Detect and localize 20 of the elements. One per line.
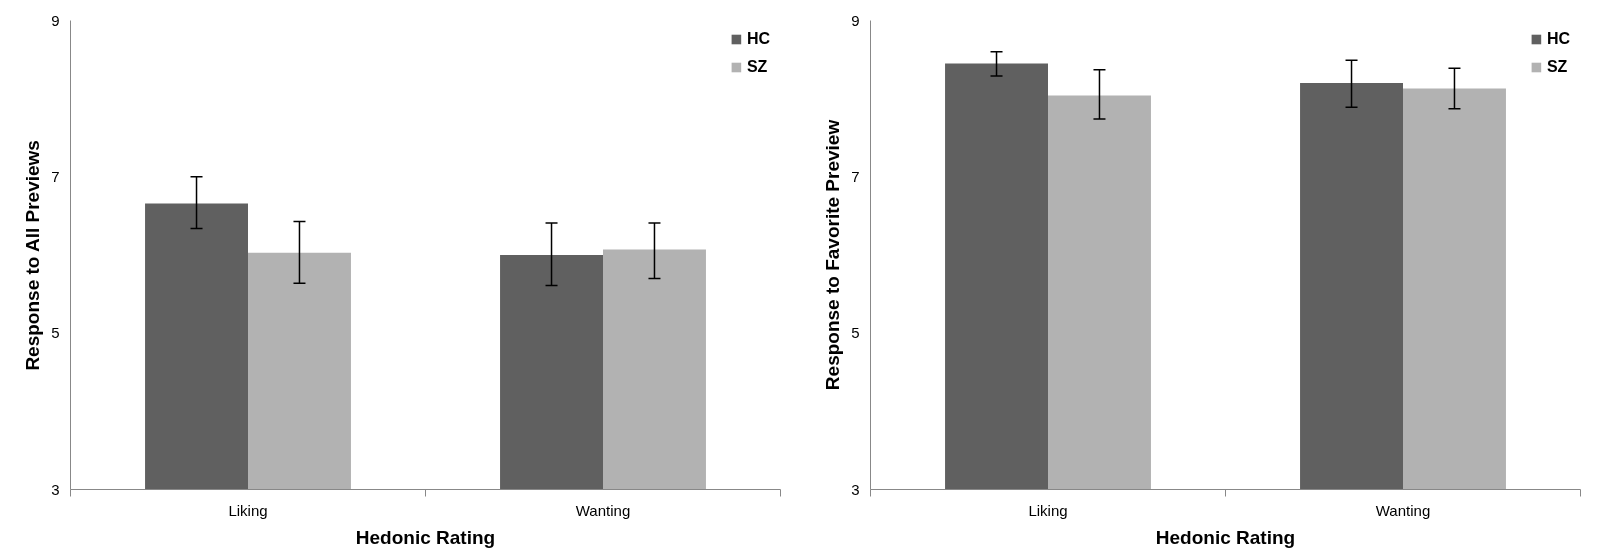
legend-label: HC [1546, 30, 1570, 48]
x-tick-label: Liking [1028, 501, 1068, 519]
y-axis-title: Response to Favorite Preview [822, 119, 844, 391]
y-tick-label: 5 [51, 324, 60, 342]
y-tick-label: 3 [851, 480, 860, 498]
x-axis-title: Hedonic Rating [1155, 526, 1296, 548]
y-tick-label: 9 [851, 11, 860, 29]
legend-label: SZ [1546, 58, 1568, 76]
x-tick-label: Wanting [575, 501, 631, 519]
x-axis-title: Hedonic Rating [355, 526, 496, 548]
y-tick-label: 7 [51, 167, 60, 185]
y-axis-title: Response to All Previews [22, 140, 44, 371]
y-tick-label: 9 [51, 11, 60, 29]
y-tick-label: 5 [851, 324, 860, 342]
legend-label: HC [746, 30, 770, 48]
x-tick-label: Wanting [1375, 501, 1431, 519]
legend-label: SZ [746, 58, 768, 76]
x-tick-label: Liking [228, 501, 268, 519]
y-tick-label: 7 [851, 167, 860, 185]
y-tick-label: 3 [51, 480, 60, 498]
